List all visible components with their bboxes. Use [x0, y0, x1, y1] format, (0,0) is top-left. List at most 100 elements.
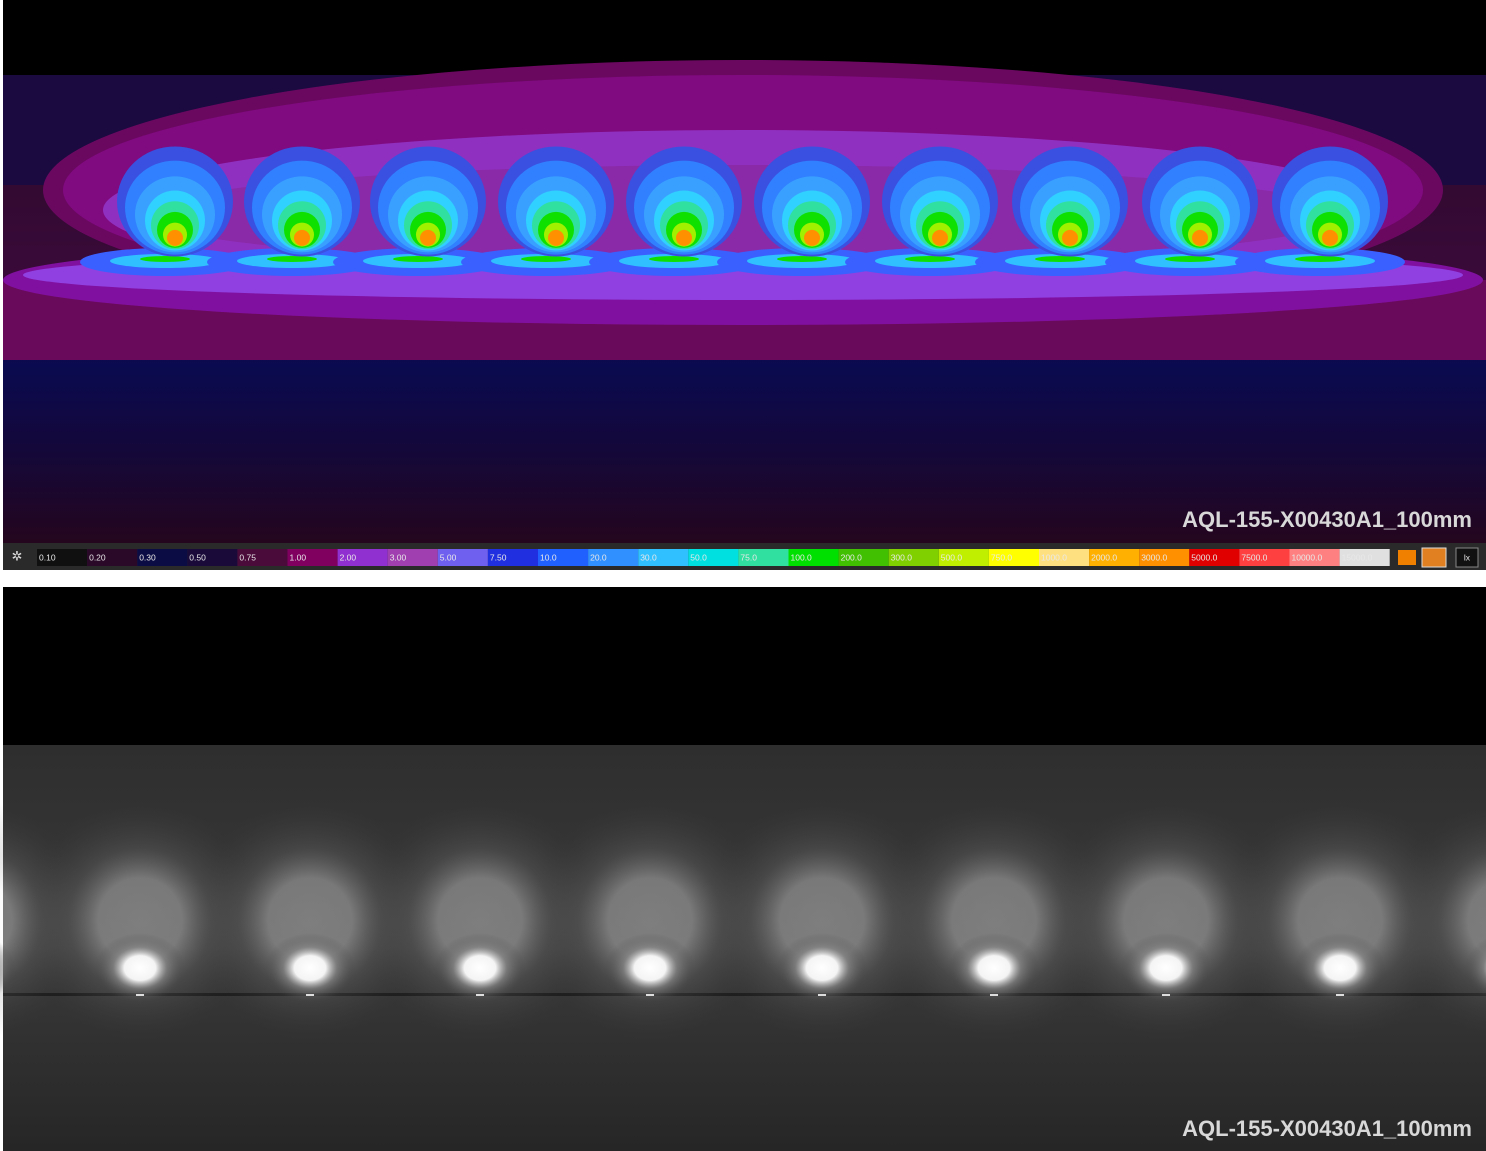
legend-swatch — [387, 549, 438, 566]
glow — [0, 941, 15, 995]
halo — [1046, 800, 1286, 1040]
legend-label: 2.00 — [340, 552, 357, 562]
settings-icon[interactable]: ✲ — [12, 548, 23, 563]
legend-swatch — [988, 549, 1039, 566]
halo — [20, 800, 260, 1040]
legend-label: 15000.0 — [1342, 552, 1373, 562]
legend-label: 20.0 — [590, 552, 607, 562]
legend-swatch — [37, 549, 88, 566]
glow — [265, 933, 355, 1003]
glow — [777, 933, 867, 1003]
luminaire — [818, 994, 826, 996]
palette-button[interactable] — [1421, 547, 1447, 568]
floor-contour — [1295, 256, 1345, 262]
halo — [1220, 800, 1460, 1040]
floor-contour — [1035, 256, 1085, 262]
glow — [435, 933, 525, 1003]
legend-swatch — [1189, 549, 1240, 566]
glow — [1121, 933, 1211, 1003]
legend-swatch — [638, 549, 689, 566]
legend-label: 30.0 — [640, 552, 657, 562]
halo — [530, 800, 770, 1040]
legend-label: 300.0 — [891, 552, 913, 562]
legend-swatch — [337, 549, 388, 566]
legend-label: 5000.0 — [1191, 552, 1217, 562]
legend-swatch — [1289, 549, 1340, 566]
luminaire — [306, 994, 314, 996]
glow — [605, 933, 695, 1003]
glow — [1465, 938, 1486, 998]
legend-swatch — [487, 549, 538, 566]
legend-swatch — [287, 549, 338, 566]
unit-button[interactable] — [1455, 547, 1479, 568]
legend-label: 1000.0 — [1041, 552, 1067, 562]
legend-label: 750.0 — [991, 552, 1013, 562]
unit-label[interactable]: lx — [1464, 552, 1471, 562]
legend-label: 75.0 — [740, 552, 757, 562]
luminaire — [646, 994, 654, 996]
legend-label: 0.50 — [189, 552, 206, 562]
legend-swatch — [738, 549, 789, 566]
legend-label: 7.50 — [490, 552, 507, 562]
glow — [949, 933, 1039, 1003]
halo — [702, 800, 942, 1040]
false-color-contours — [3, 60, 1486, 360]
legend-label: 0.10 — [39, 552, 56, 562]
contour — [804, 229, 820, 246]
luminaire — [136, 994, 144, 996]
legend-swatch — [1339, 549, 1390, 566]
legend-swatch — [588, 549, 639, 566]
floor-contour — [905, 256, 955, 262]
luminaire — [1336, 994, 1344, 996]
legend-label: 7500.0 — [1241, 552, 1267, 562]
legend-swatch — [938, 549, 989, 566]
floor-contour — [649, 256, 699, 262]
floor-contour — [267, 256, 317, 262]
legend-label: 100.0 — [791, 552, 813, 562]
legend-label: 1.00 — [290, 552, 307, 562]
luminaire — [1162, 994, 1170, 996]
legend-swatch — [788, 549, 839, 566]
contour — [1062, 229, 1078, 246]
legend-label: 2000.0 — [1091, 552, 1117, 562]
contour — [294, 229, 310, 246]
legend-label: 0.30 — [139, 552, 156, 562]
legend-label: 500.0 — [941, 552, 963, 562]
legend-label: 0.75 — [239, 552, 256, 562]
top-label: AQL-155-X00430A1_100mm — [1182, 507, 1472, 532]
legend-swatch — [1039, 549, 1090, 566]
contour — [676, 229, 692, 246]
legend-label: 3000.0 — [1141, 552, 1167, 562]
legend-swatch — [1089, 549, 1140, 566]
legend-swatch — [437, 549, 488, 566]
legend-swatch — [888, 549, 939, 566]
legend-label: 5.00 — [440, 552, 457, 562]
contour — [932, 229, 948, 246]
luminaire-glows — [0, 800, 1486, 1040]
bottom-label: AQL-155-X00430A1_100mm — [1182, 1116, 1472, 1141]
legend-swatch — [87, 549, 138, 566]
halo — [874, 800, 1114, 1040]
legend-swatch — [137, 549, 188, 566]
palette-button[interactable] — [1398, 550, 1416, 565]
legend-swatch — [237, 549, 288, 566]
contour — [1192, 229, 1208, 246]
floor-contour — [140, 256, 190, 262]
contour — [167, 229, 183, 246]
legend-label: 200.0 — [841, 552, 863, 562]
legend-swatch — [688, 549, 739, 566]
luminaire — [476, 994, 484, 996]
halo — [360, 800, 600, 1040]
legend-label: 10.0 — [540, 552, 557, 562]
glow — [1295, 933, 1385, 1003]
legend-label: 3.00 — [390, 552, 407, 562]
legend-label: 50.0 — [690, 552, 707, 562]
halo — [190, 800, 430, 1040]
legend-swatch — [1239, 549, 1290, 566]
legend: 0.10 0.20 0.30 0.50 0.75 1.00 2.00 3.00 5.00 7.50… — [37, 549, 1390, 566]
floor-contour — [393, 256, 443, 262]
legend-swatch — [1139, 549, 1190, 566]
legend-label: 0.20 — [89, 552, 106, 562]
legend-label: 10000.0 — [1292, 552, 1323, 562]
